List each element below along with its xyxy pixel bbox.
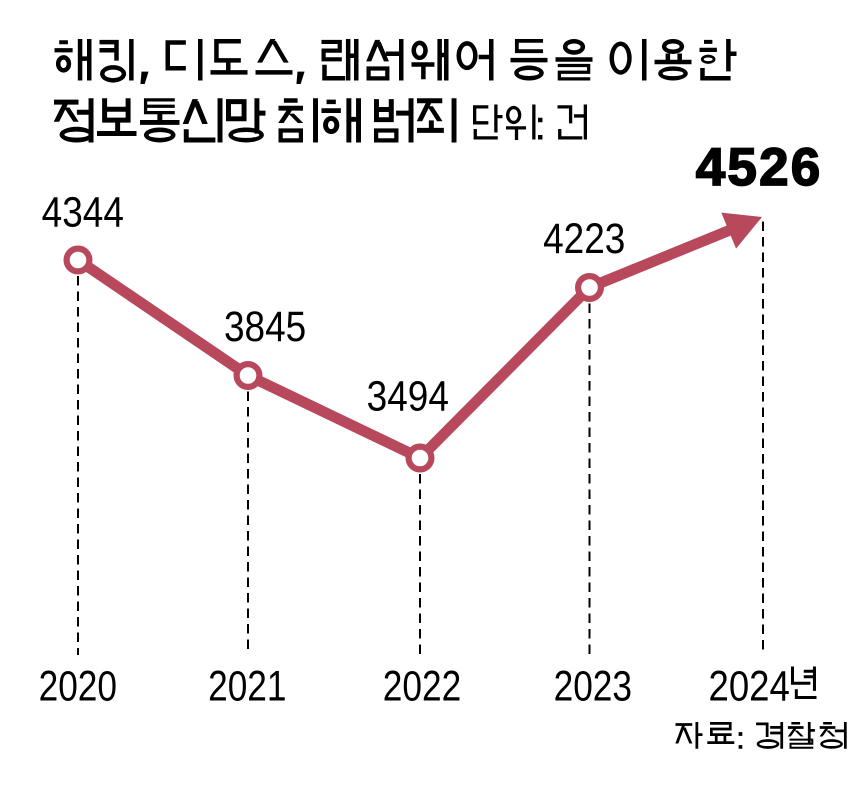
svg-text:2022: 2022 (383, 662, 461, 710)
svg-text:3494: 3494 (367, 373, 449, 420)
svg-text:4223: 4223 (543, 215, 625, 262)
svg-text:4344: 4344 (42, 189, 124, 236)
svg-text:2024: 2024 (709, 663, 790, 710)
svg-text:2020: 2020 (39, 662, 117, 710)
svg-text:2023: 2023 (554, 662, 632, 710)
svg-text:3845: 3845 (224, 303, 306, 350)
svg-text:2021: 2021 (208, 662, 286, 710)
svg-text:4526: 4526 (696, 138, 823, 197)
